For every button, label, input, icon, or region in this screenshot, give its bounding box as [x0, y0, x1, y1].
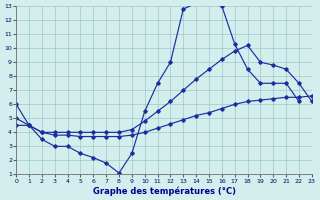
X-axis label: Graphe des températures (°C): Graphe des températures (°C) [92, 186, 236, 196]
